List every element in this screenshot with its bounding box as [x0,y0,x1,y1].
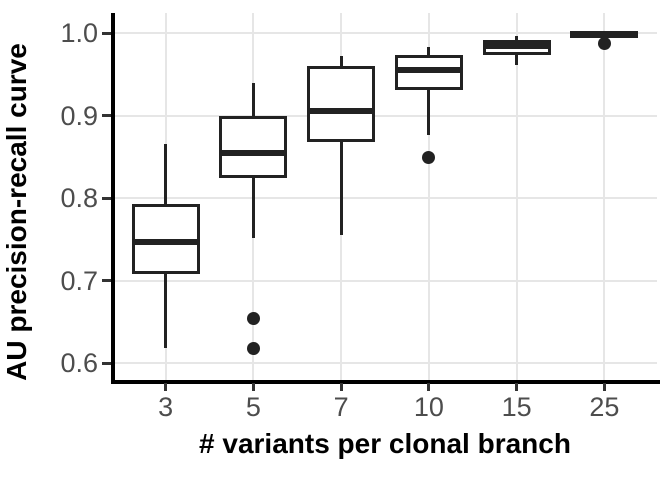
horizontal-gridline [113,279,657,282]
x-tick-mark [164,383,168,391]
x-tick-mark [602,383,606,391]
y-tick-label: 0.8 [60,183,98,213]
median-line [307,107,376,114]
vertical-gridline [603,13,606,383]
y-tick-mark [102,279,111,282]
lower-whisker [164,270,168,349]
horizontal-gridline [113,32,657,34]
x-axis-title: # variants per clonal branch [199,428,571,459]
x-tick-mark [251,383,255,391]
lower-whisker [427,86,431,136]
box [307,66,376,142]
median-line [570,30,639,37]
y-tick-label: 1.0 [60,18,98,48]
x-tick-label: 25 [589,392,620,422]
horizontal-gridline [113,362,657,364]
median-line [219,150,288,157]
x-tick-label: 5 [245,392,261,422]
x-tick-mark [427,383,431,391]
median-line [482,43,551,50]
upper-whisker [427,47,431,59]
outlier-point [246,342,260,356]
vertical-gridline [427,13,430,383]
lower-whisker [339,138,343,236]
y-tick-mark [102,114,111,117]
box [219,116,288,179]
outlier-point [597,37,611,51]
outlier-point [422,151,436,165]
y-tick-mark [102,31,111,35]
x-tick-label: 10 [413,392,444,422]
outlier-point [246,311,260,325]
median-line [394,67,463,74]
x-tick-mark [515,383,519,391]
upper-whisker [251,83,255,120]
y-axis-line [111,13,115,384]
upper-whisker [339,56,343,70]
y-tick-label: 0.7 [60,265,98,296]
vertical-gridline [515,13,518,383]
lower-whisker [515,51,519,66]
x-tick-label: 3 [158,392,174,422]
median-line [131,238,200,245]
x-tick-mark [339,383,343,391]
x-axis-line [111,379,660,384]
y-tick-label: 0.6 [60,348,98,378]
upper-whisker [164,143,168,208]
horizontal-gridline [113,197,657,199]
x-tick-label: 15 [501,392,532,422]
y-tick-mark [102,196,111,200]
y-tick-label: 0.9 [60,100,98,131]
lower-whisker [251,174,255,239]
horizontal-gridline [113,114,657,117]
x-tick-label: 7 [333,392,349,422]
y-tick-mark [102,361,111,365]
